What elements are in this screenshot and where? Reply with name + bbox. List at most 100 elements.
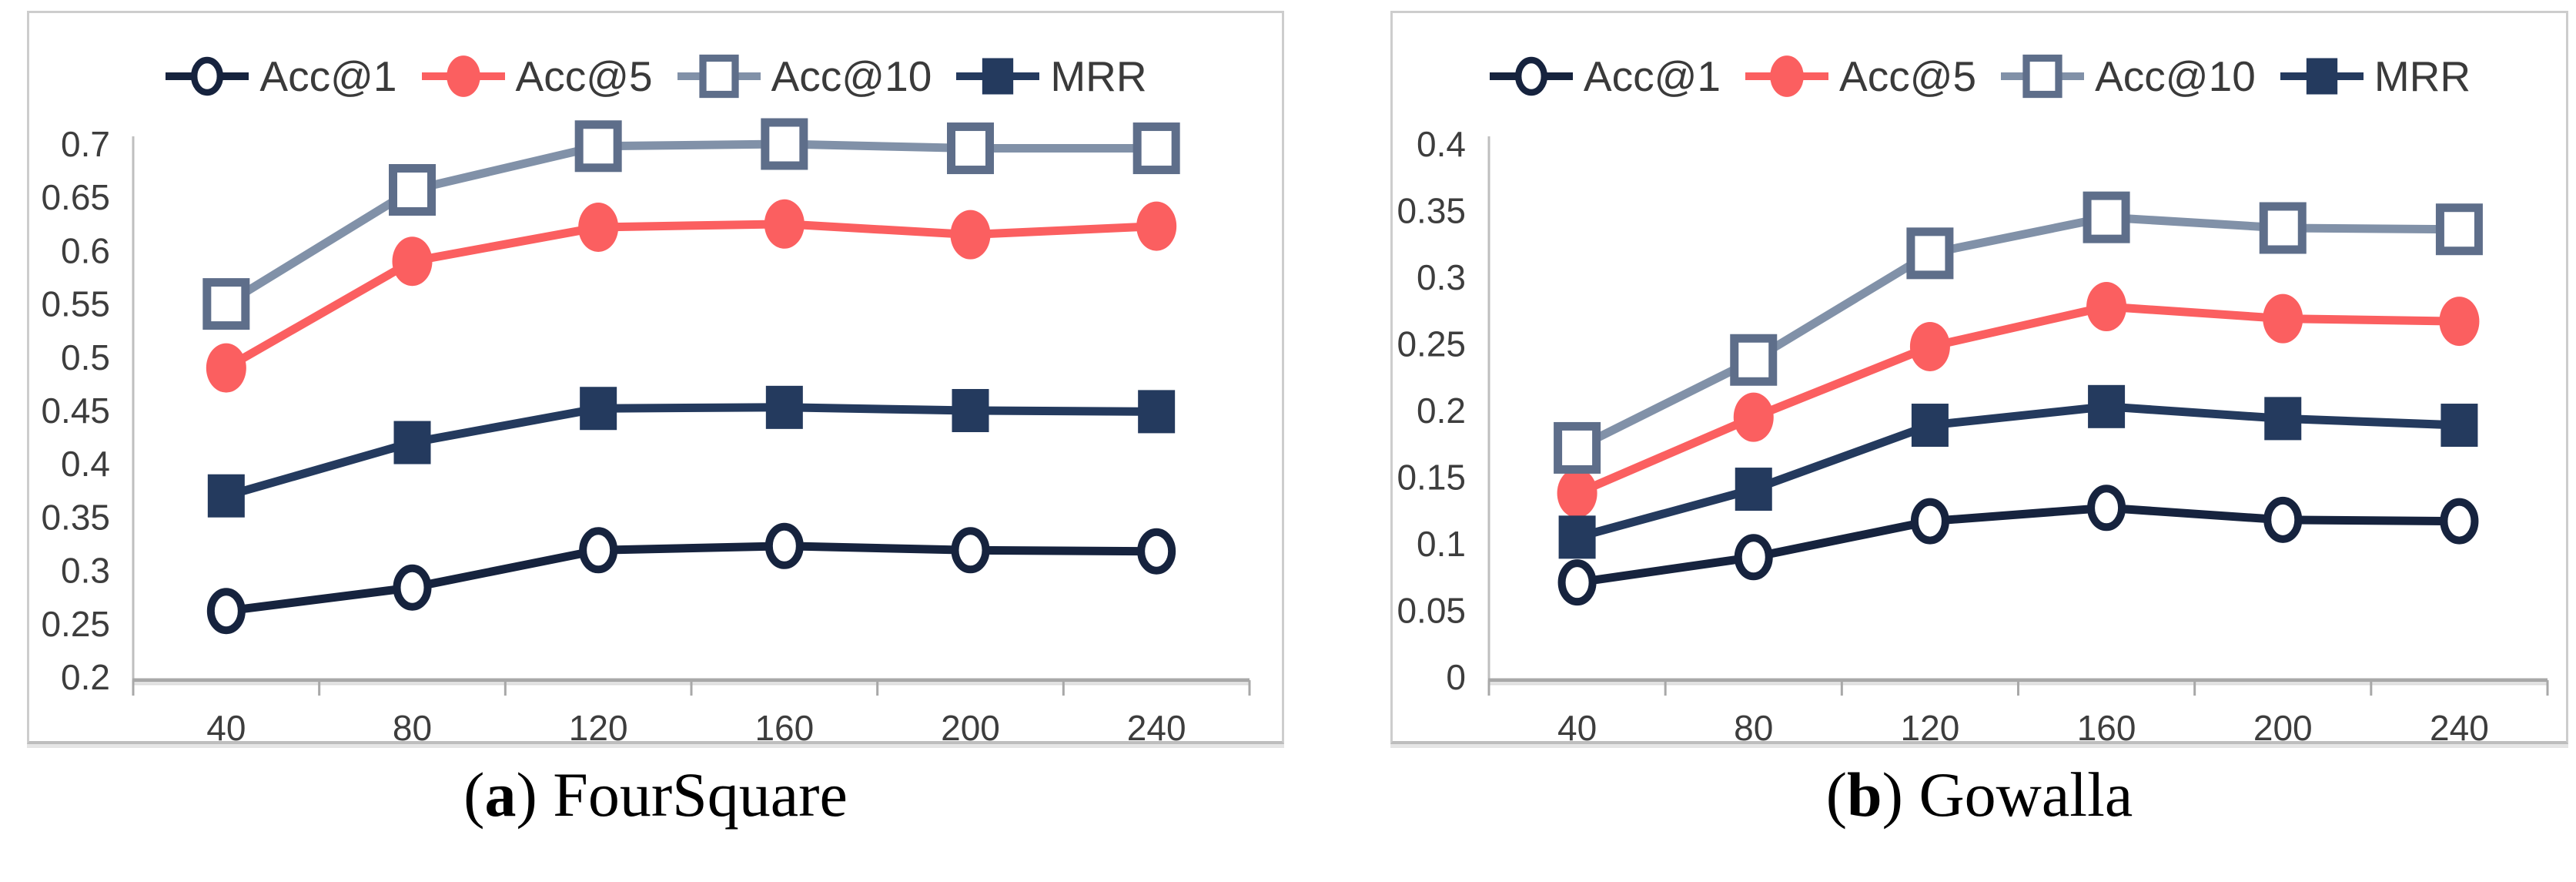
caption-gowalla: (b) Gowalla: [1390, 759, 2568, 831]
open-square-marker: [761, 118, 808, 170]
series-mrr: [1558, 384, 2478, 559]
y-tick-label: 0.65: [41, 177, 110, 217]
open-circle-marker: [2440, 498, 2479, 545]
filled-circle-marker: [1733, 392, 1774, 442]
filled-circle-marker: [1136, 201, 1177, 251]
open-circle-marker: [1734, 534, 1773, 581]
y-axis: 0.4 0.35 0.3 0.25 0.2 0.15 0.1 0.05 0: [1397, 124, 1490, 697]
y-tick-label: 0.4: [61, 444, 110, 484]
filled-circle-marker: [578, 202, 619, 252]
filled-square-marker: [765, 385, 803, 429]
series-acc10: [1554, 191, 2483, 474]
filled-circle-marker: [206, 343, 246, 393]
open-circle-marker: [1137, 528, 1176, 575]
filled-square-marker: [2441, 404, 2478, 448]
open-square-marker: [1906, 227, 1954, 280]
x-tick-label: 160: [754, 708, 814, 741]
filled-circle-marker: [2086, 282, 2127, 332]
x-tick-label: 240: [2430, 708, 2489, 741]
open-square-marker: [2259, 202, 2307, 254]
open-circle-marker: [2087, 485, 2126, 532]
series-acc1: [206, 522, 1176, 635]
caption-letter: b: [1847, 760, 1882, 830]
open-square-marker: [202, 278, 250, 330]
y-tick-label: 0.25: [41, 604, 110, 644]
open-square-marker: [1730, 334, 1778, 386]
caption-letter: a: [484, 760, 517, 830]
open-circle-marker: [206, 588, 246, 635]
series-line: [223, 139, 1157, 308]
open-square-marker: [1554, 421, 1601, 474]
series-line: [1575, 213, 2460, 452]
caption-text: ) FourSquare: [516, 760, 848, 830]
filled-square-marker: [1911, 404, 1949, 448]
y-tick-label: 0.25: [1397, 324, 1466, 364]
open-circle-marker: [579, 527, 618, 574]
filled-circle-marker: [950, 210, 991, 260]
y-tick-label: 0: [1446, 657, 1466, 697]
y-axis: 0.7 0.65 0.6 0.55 0.5 0.45 0.4 0.35 0.3 0.25 0.2: [41, 124, 135, 697]
open-circle-marker: [764, 522, 804, 569]
series-line: [1576, 402, 2460, 542]
open-circle-marker: [1910, 498, 1949, 545]
y-tick-label: 0.6: [61, 230, 110, 270]
y-tick-label: 0.5: [61, 337, 110, 377]
caption-open-paren: (: [1825, 760, 1848, 830]
line-chart-gowalla: 0.4 0.35 0.3 0.25 0.2 0.15 0.1 0.05 0 40 80 120 160 2…: [1397, 124, 2549, 741]
series-line: [1575, 302, 2460, 498]
y-tick-label: 0.45: [41, 391, 110, 431]
x-tick-label: 120: [569, 708, 628, 741]
x-tick-label: 80: [393, 708, 432, 741]
filled-circle-marker: [392, 236, 433, 287]
filled-square-marker: [580, 387, 617, 431]
filled-circle-marker: [1909, 321, 1950, 371]
filled-square-marker: [1558, 515, 1596, 559]
y-tick-label: 0.55: [41, 284, 110, 324]
x-tick-label: 40: [206, 708, 246, 741]
x-tick-label: 120: [1901, 708, 1960, 741]
open-square-marker: [574, 120, 622, 173]
filled-square-marker: [952, 389, 989, 432]
chart-panel-foursquare: 0.7 0.65 0.6 0.55 0.5 0.45 0.4 0.35 0.3 0.25 0.2 40…: [27, 11, 1284, 744]
x-tick-label: 200: [941, 708, 1000, 741]
series-acc5: [206, 199, 1177, 393]
open-circle-marker: [951, 527, 990, 574]
y-tick-label: 0.3: [1417, 257, 1466, 297]
series-acc1: [1557, 485, 2479, 606]
open-square-marker: [2083, 191, 2130, 243]
x-tick-label: 80: [1734, 708, 1773, 741]
open-circle-marker: [2263, 496, 2303, 543]
filled-square-marker: [393, 421, 431, 464]
open-square-marker: [947, 122, 994, 175]
caption-open-paren: (: [463, 760, 485, 830]
filled-square-marker: [1735, 468, 1772, 511]
y-tick-label: 0.4: [1417, 124, 1466, 164]
open-circle-marker: [393, 564, 432, 611]
x-axis: 40 80 120 160 200 240: [132, 678, 1251, 741]
filled-square-marker: [2264, 397, 2302, 441]
series-acc10: [202, 118, 1180, 330]
x-tick-label: 40: [1557, 708, 1597, 741]
x-axis: 40 80 120 160 200 240: [1487, 678, 2549, 741]
caption-text: ) Gowalla: [1882, 760, 2133, 830]
series-line: [224, 220, 1157, 372]
x-tick-label: 160: [2077, 708, 2136, 741]
chart-panel-gowalla: 0.4 0.35 0.3 0.25 0.2 0.15 0.1 0.05 0 40 80 120 160 2…: [1390, 11, 2568, 744]
x-tick-label: 200: [2253, 708, 2313, 741]
filled-square-marker: [207, 474, 245, 518]
y-tick-label: 0.7: [61, 124, 110, 164]
y-tick-label: 0.15: [1397, 458, 1466, 498]
filled-circle-marker: [1557, 468, 1597, 518]
series-acc5: [1557, 282, 2480, 518]
y-tick-label: 0.35: [1397, 191, 1466, 231]
series-line: [1576, 503, 2460, 587]
y-tick-label: 0.05: [1397, 591, 1466, 631]
open-circle-marker: [1557, 559, 1597, 606]
filled-circle-marker: [2263, 293, 2303, 344]
x-tick-label: 240: [1127, 708, 1186, 741]
caption-foursquare: (a) FourSquare: [27, 759, 1284, 831]
y-tick-label: 0.35: [41, 497, 110, 537]
line-chart-foursquare: 0.7 0.65 0.6 0.55 0.5 0.45 0.4 0.35 0.3 0.25 0.2 40…: [41, 118, 1251, 741]
open-square-marker: [389, 164, 436, 216]
y-tick-label: 0.2: [1417, 391, 1466, 431]
